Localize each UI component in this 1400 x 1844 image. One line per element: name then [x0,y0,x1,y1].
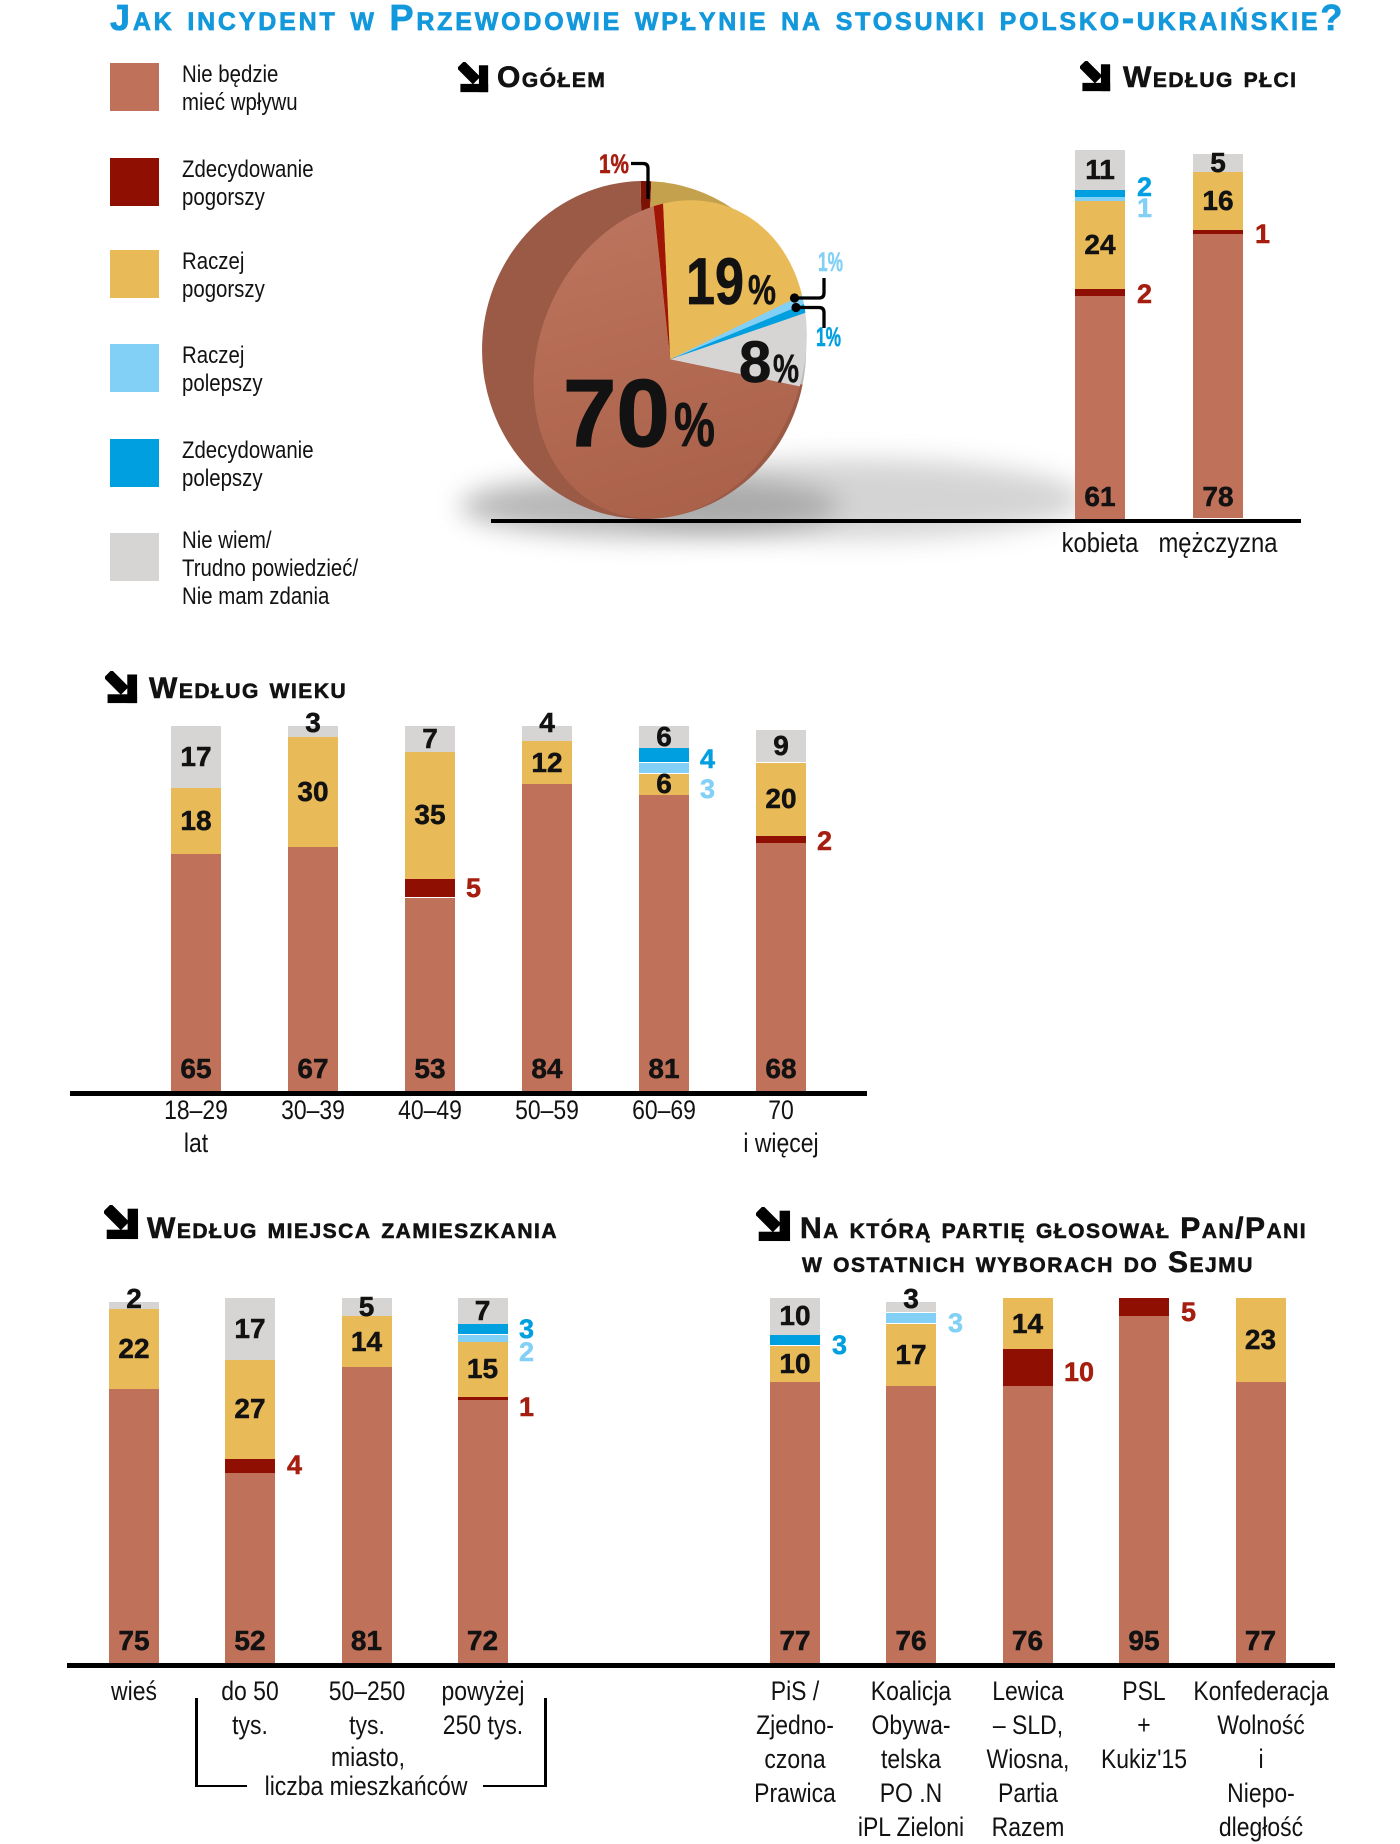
svg-text:8: 8 [739,330,771,395]
svg-text:1%: 1% [816,322,841,352]
svg-text:70: 70 [563,360,670,467]
svg-text:19: 19 [686,244,744,318]
svg-text:1%: 1% [599,149,629,179]
svg-text:%: % [748,266,776,313]
svg-text:%: % [773,347,799,391]
svg-text:1%: 1% [818,247,843,277]
svg-text:%: % [674,391,715,460]
